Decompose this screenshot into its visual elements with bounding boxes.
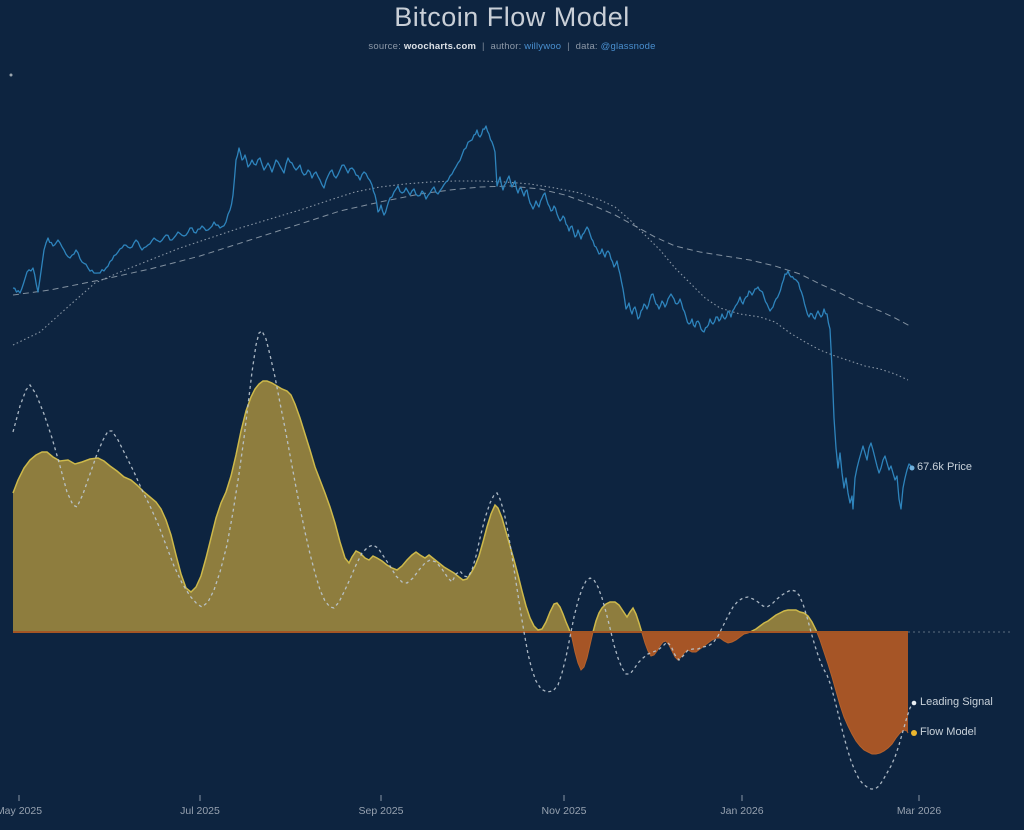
leading-signal-label: Leading Signal (920, 696, 993, 708)
data-source-link[interactable]: @glassnode (600, 41, 656, 52)
chart-subtitle: source: woocharts.com | author: willywoo… (0, 41, 1024, 52)
author-link[interactable]: willywoo (524, 41, 562, 52)
author-label: author: (490, 41, 522, 52)
flow-model-area-positive (13, 381, 908, 632)
flow-model-label: Flow Model (920, 726, 977, 738)
price-line (12, 125, 913, 510)
price-end-dot (909, 465, 915, 471)
source-value: woocharts.com (403, 41, 477, 52)
data-label: data: (575, 41, 598, 52)
price-annotation: 67.6k Price (917, 461, 973, 473)
source-label: source: (368, 41, 401, 52)
leading-signal-line (12, 330, 914, 790)
flow-model-line (12, 380, 818, 632)
separator: | (567, 41, 570, 52)
separator: | (481, 41, 485, 52)
leading-signal-dot (911, 700, 917, 706)
flow-model-dot (911, 730, 917, 736)
ma-dotted-line (12, 180, 909, 381)
ma-dashed-line (12, 185, 911, 327)
stray-dot (9, 73, 13, 77)
chart-title: Bitcoin Flow Model (394, 2, 630, 32)
